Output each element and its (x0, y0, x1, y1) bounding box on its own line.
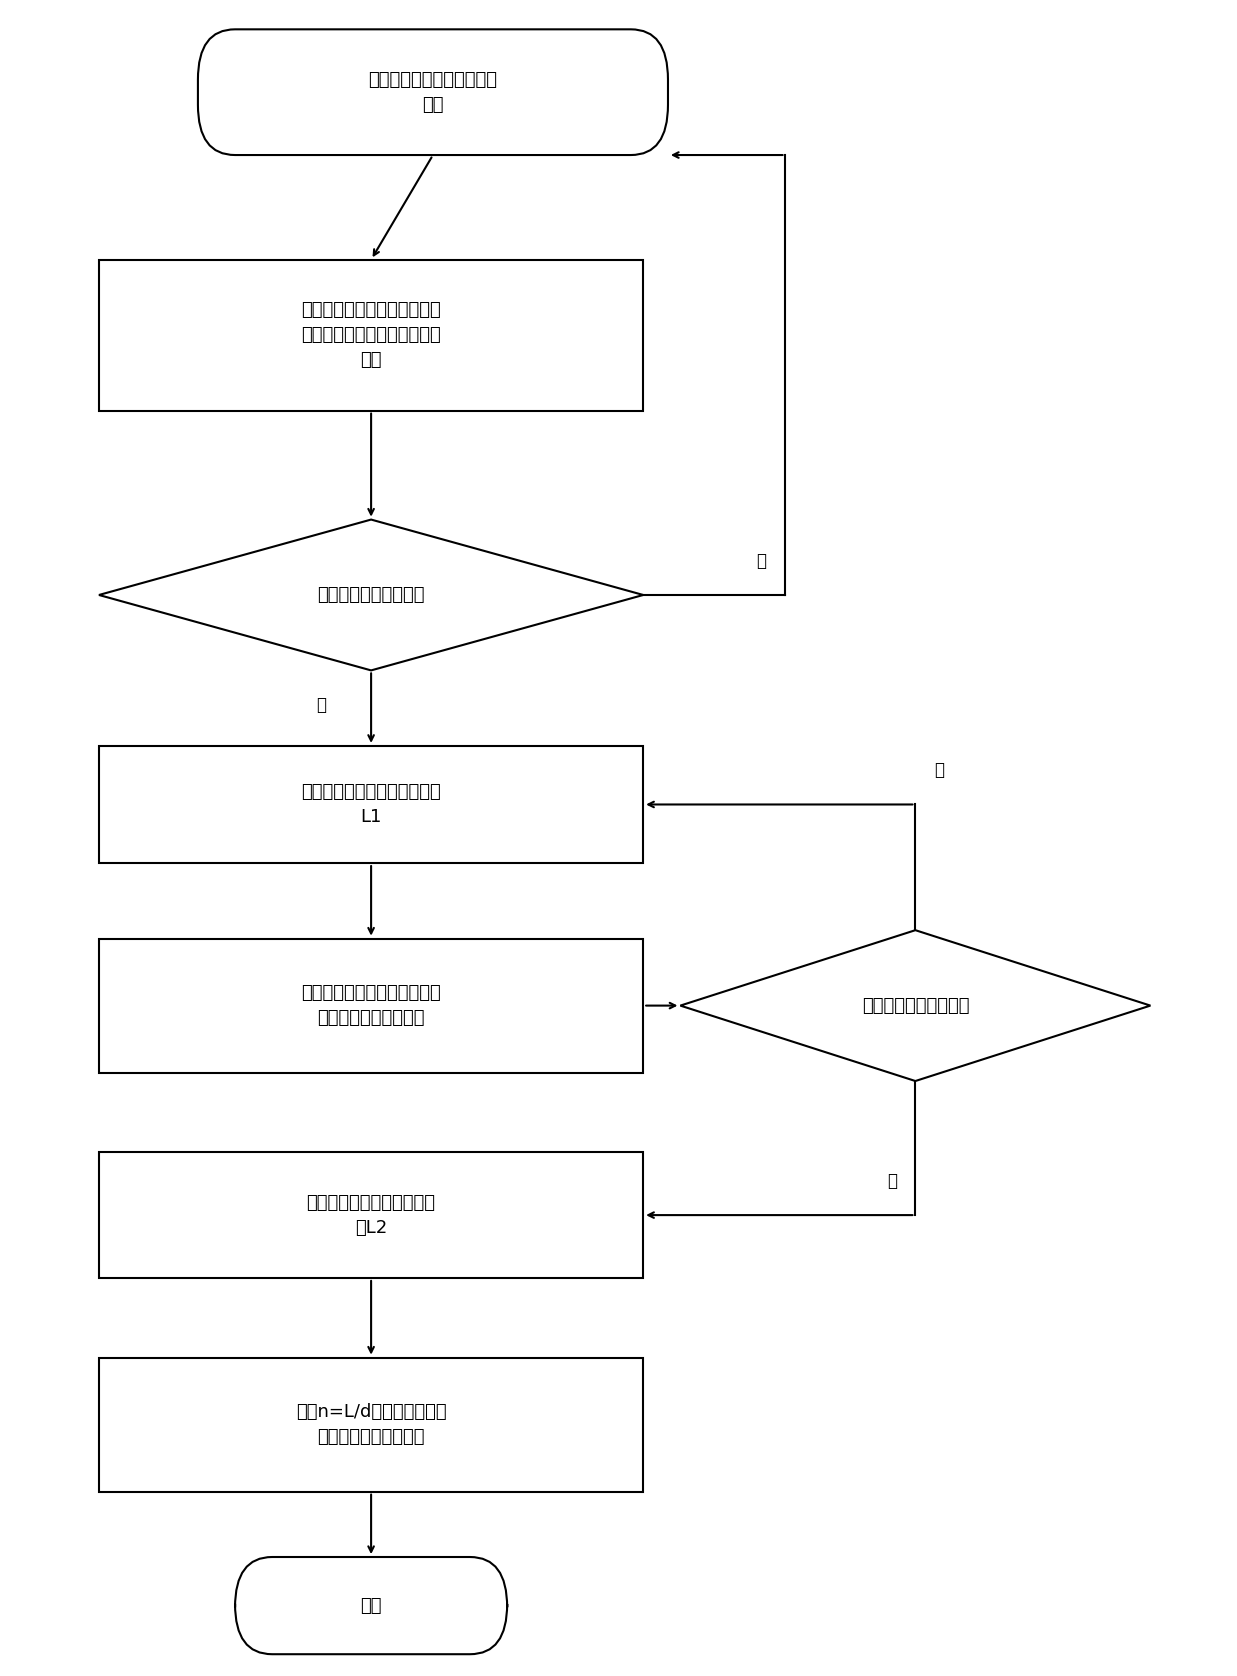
Polygon shape (99, 520, 643, 670)
Text: 否: 否 (934, 761, 944, 779)
Text: 是否聚焦到角膜前表面: 是否聚焦到角膜前表面 (318, 587, 424, 603)
Bar (99, 939, 643, 1073)
Bar (99, 1153, 643, 1277)
Text: 停止: 停止 (360, 1597, 382, 1614)
Bar (99, 260, 643, 411)
Text: 是: 是 (317, 696, 327, 714)
Text: 搭建时域光学相干层析成像
系统: 搭建时域光学相干层析成像 系统 (369, 70, 497, 114)
Text: 是: 是 (887, 1172, 897, 1190)
Text: 是否聚焦到角膜后表面: 是否聚焦到角膜后表面 (862, 997, 969, 1014)
Bar (99, 746, 643, 863)
Text: 记录此时参考臂的平移台数值
L1: 记录此时参考臂的平移台数值 L1 (302, 783, 440, 826)
Text: 否: 否 (756, 551, 766, 570)
Polygon shape (680, 930, 1150, 1081)
Text: 移动参考臂反射镜位置和改变
液体透镜焦距，聚焦到角膜前
表面: 移动参考臂反射镜位置和改变 液体透镜焦距，聚焦到角膜前 表面 (302, 302, 440, 369)
Text: 记录此时参考臂的平移台数
值L2: 记录此时参考臂的平移台数 值L2 (307, 1193, 435, 1237)
FancyBboxPatch shape (235, 1557, 507, 1654)
Text: 改变参考臂光程和液体透镜焦
距，聚焦到角膜后表面: 改变参考臂光程和液体透镜焦 距，聚焦到角膜后表面 (302, 984, 440, 1027)
FancyBboxPatch shape (198, 30, 668, 156)
Text: 根据n=L/d在仿真软件里模
拟出角膜厚度和折射率: 根据n=L/d在仿真软件里模 拟出角膜厚度和折射率 (296, 1403, 447, 1446)
Bar (99, 1358, 643, 1492)
